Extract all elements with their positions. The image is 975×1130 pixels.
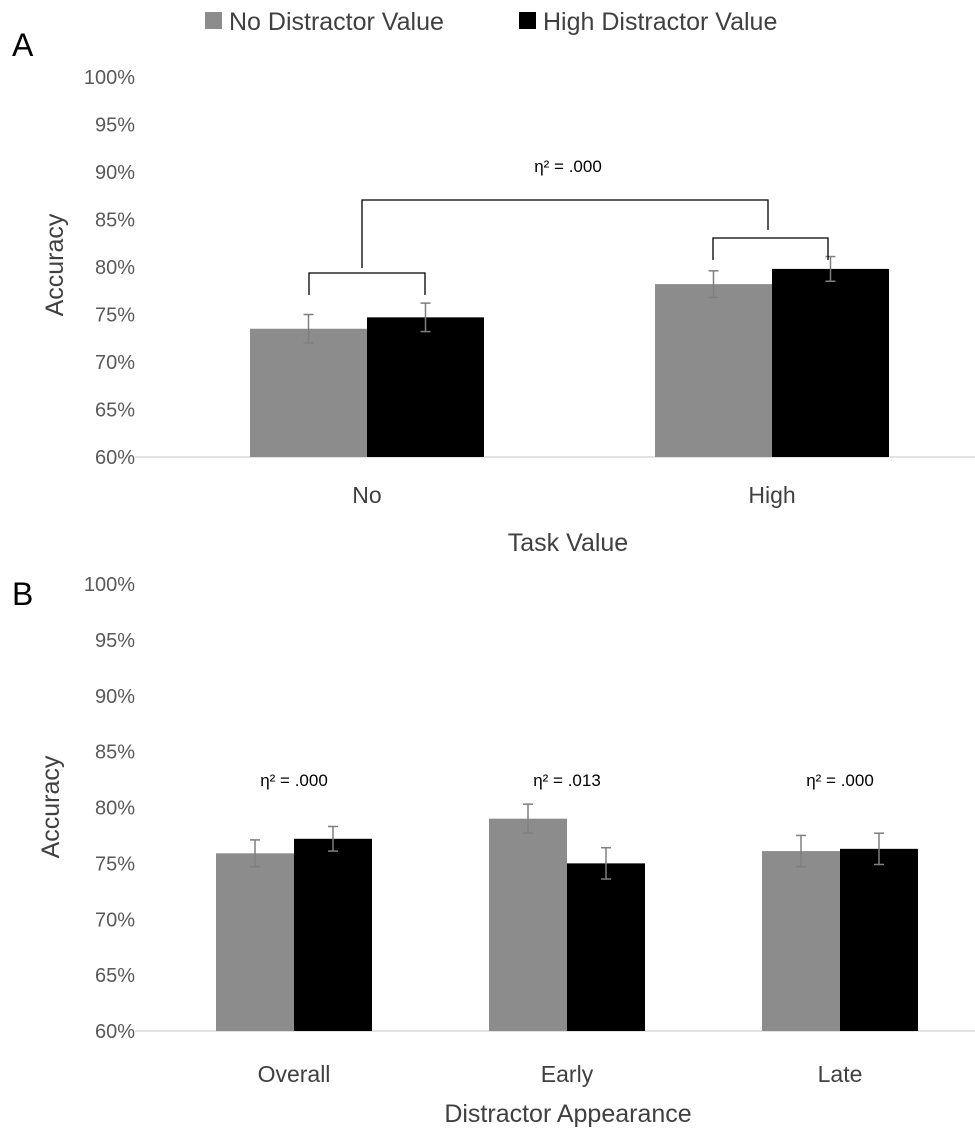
effect-size-label: η² = .000 xyxy=(534,157,602,176)
y-tick-label: 95% xyxy=(95,115,135,137)
y-tick-label: 80% xyxy=(95,257,135,279)
panel-label-b: B xyxy=(12,576,33,612)
y-tick-label: 85% xyxy=(95,742,135,764)
y-tick-label: 90% xyxy=(95,162,135,184)
effect-size-label: η² = .000 xyxy=(260,771,328,790)
bar-high-distractor-value xyxy=(567,863,645,1031)
y-tick-label: 75% xyxy=(95,305,135,327)
bar-high-distractor-value xyxy=(840,848,918,1031)
bracket-high-group xyxy=(712,237,829,260)
bar-no-distractor-value xyxy=(655,284,772,457)
x-tick-label: Late xyxy=(818,1061,863,1087)
y-tick-label: 60% xyxy=(95,1021,135,1043)
chart-panel-a: A Accuracy Task Value 60% 65% 70% 75% 80% 85%… xyxy=(12,27,975,557)
y-tick-label: 95% xyxy=(95,630,135,652)
legend: No Distractor Value High Distractor Valu… xyxy=(205,8,777,36)
legend-swatch-no-distractor xyxy=(205,12,222,29)
bracket-between-groups xyxy=(361,199,769,268)
legend-label-no-distractor: No Distractor Value xyxy=(229,8,444,36)
y-tick-label: 90% xyxy=(95,686,135,708)
y-tick-label: 75% xyxy=(95,853,135,875)
bar-no-distractor-value xyxy=(250,328,367,457)
effect-size-label: η² = .013 xyxy=(533,771,601,790)
x-axis-title-a: Task Value xyxy=(508,529,628,557)
x-tick-label: Early xyxy=(541,1061,594,1087)
legend-label-high-distractor: High Distractor Value xyxy=(543,8,777,36)
y-tick-label: 85% xyxy=(95,210,135,232)
bracket-no-group xyxy=(308,272,426,295)
bar-high-distractor-value xyxy=(772,268,889,457)
y-axis-title-a: Accuracy xyxy=(41,213,69,316)
y-tick-label: 65% xyxy=(95,965,135,987)
x-tick-label: Overall xyxy=(258,1061,331,1087)
x-tick-label: High xyxy=(748,482,795,508)
bar-high-distractor-value xyxy=(294,838,372,1031)
effect-size-label: η² = .000 xyxy=(806,771,874,790)
y-tick-label: 100% xyxy=(84,67,135,89)
y-tick-label: 70% xyxy=(95,352,135,374)
bar-no-distractor-value xyxy=(489,818,567,1031)
bar-no-distractor-value xyxy=(216,853,294,1031)
y-tick-label: 100% xyxy=(84,574,135,596)
y-tick-label: 60% xyxy=(95,447,135,469)
bar-high-distractor-value xyxy=(367,317,484,457)
bar-no-distractor-value xyxy=(762,851,840,1031)
y-tick-label: 65% xyxy=(95,400,135,422)
y-tick-label: 70% xyxy=(95,909,135,931)
panel-label-a: A xyxy=(12,27,34,63)
x-tick-label: No xyxy=(352,482,381,508)
legend-swatch-high-distractor xyxy=(519,12,536,29)
x-axis-title-b: Distractor Appearance xyxy=(444,1100,691,1128)
chart-panel-b: B Accuracy Distractor Appearance 60% 65% 7… xyxy=(12,574,975,1128)
y-tick-label: 80% xyxy=(95,798,135,820)
y-axis-title-b: Accuracy xyxy=(37,755,65,858)
